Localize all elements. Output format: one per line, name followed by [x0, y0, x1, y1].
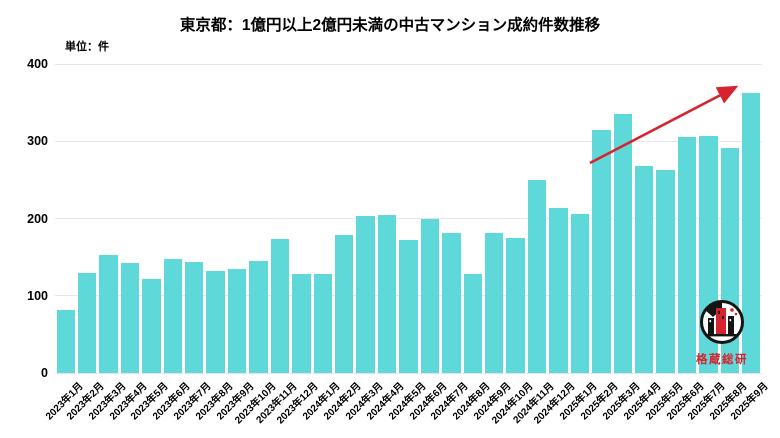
bar [163, 259, 183, 373]
gridline [55, 63, 762, 65]
bar [527, 179, 547, 373]
y-axis-tick-label: 100 [27, 288, 48, 303]
bar [249, 260, 268, 373]
bar [120, 262, 140, 373]
bar [570, 213, 590, 373]
bar [506, 237, 525, 373]
bar [335, 235, 354, 373]
bar [399, 240, 418, 373]
y-axis-tick-label: 300 [27, 134, 48, 149]
bar [656, 169, 675, 373]
bar [270, 238, 290, 373]
bar [292, 274, 311, 373]
bar [356, 216, 375, 373]
bar [549, 207, 568, 373]
gridline [55, 140, 762, 142]
y-axis-tick-label: 200 [27, 211, 48, 226]
bar [742, 93, 761, 373]
bar [442, 233, 461, 373]
bar [99, 254, 118, 373]
bar [142, 278, 161, 373]
bar [77, 272, 97, 373]
bar [677, 137, 697, 373]
gridline [55, 218, 762, 219]
logo-text: 格蔵総研 [696, 354, 748, 366]
y-axis-tick-label: 0 [41, 366, 48, 380]
bar [592, 129, 611, 373]
logo-emblem-icon [700, 300, 744, 344]
bar [185, 261, 204, 373]
logo: 格蔵総研 [686, 299, 758, 367]
bar [56, 310, 75, 373]
unit-label: 単位：件 [65, 41, 109, 53]
bar [377, 214, 397, 373]
bar [613, 114, 632, 373]
bar [634, 165, 654, 373]
bar [313, 274, 332, 373]
bar [463, 274, 482, 373]
gridline [55, 372, 762, 374]
bar [227, 268, 247, 373]
bar [420, 219, 440, 373]
bar [206, 271, 225, 373]
y-axis-tick-label: 400 [27, 57, 48, 71]
chart-title: 東京都：1億円以上2億円未満の中古マンション成約件数推移 [179, 17, 601, 34]
bar [484, 233, 504, 373]
